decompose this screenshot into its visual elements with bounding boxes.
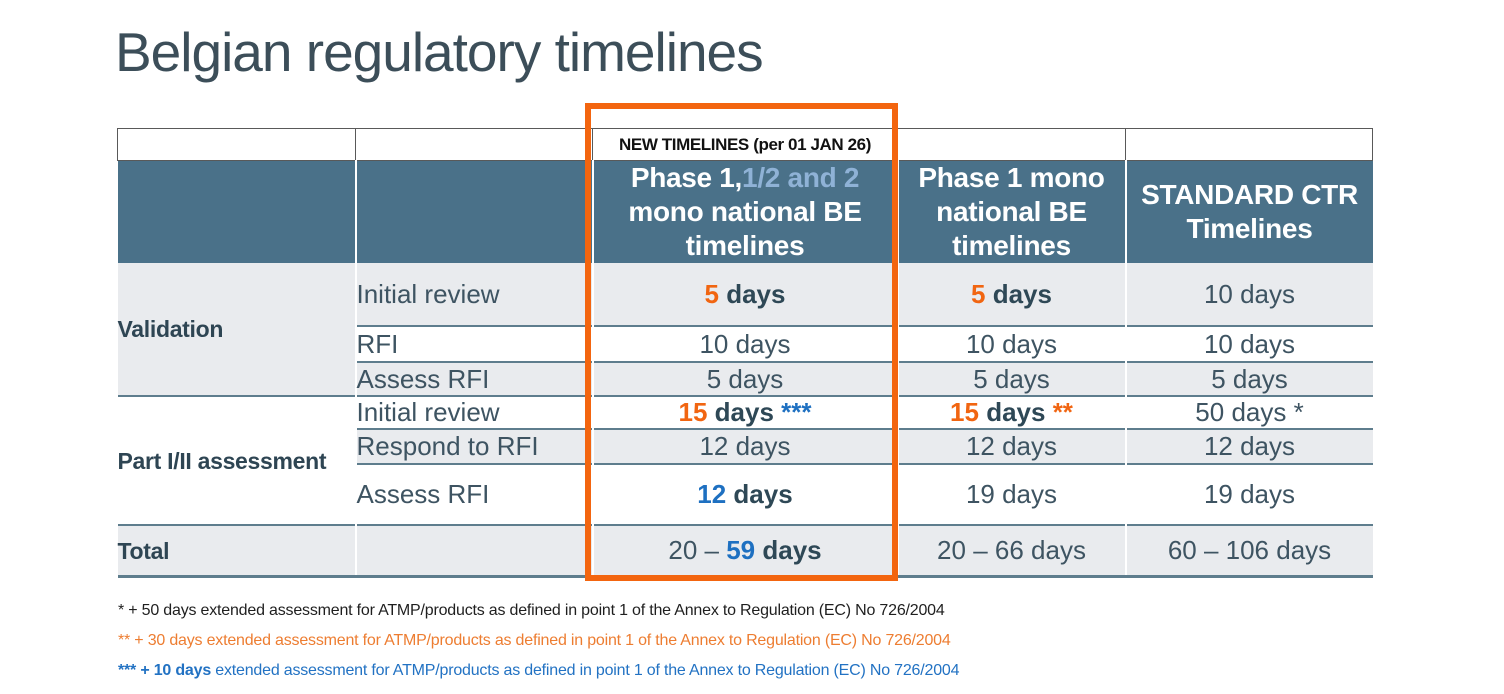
row-total: Total 20 – 59 days 20 – 66 days 60 – 106… [117, 524, 1373, 578]
cell-phase1-mono: 19 days [896, 463, 1126, 526]
footnote-standard: * + 50 days extended assessment for ATMP… [118, 601, 945, 620]
header-empty-cell [117, 160, 356, 264]
row-label: RFI [354, 325, 593, 363]
row-label: Initial review [354, 395, 593, 430]
cell-standard-ctr: 50 days * [1124, 395, 1373, 430]
total-empty-cell [354, 524, 593, 578]
cell-phase1-mono: 5 days [896, 263, 1126, 327]
banner-empty-cell [355, 128, 593, 161]
row-part-initial-review: Part I/II assessment Initial review 15 d… [117, 395, 1373, 526]
value-unit: days [707, 397, 774, 428]
cell-phase1-mono: 10 days [896, 325, 1126, 363]
row-label: Assess RFI [354, 463, 593, 526]
cell-standard-ctr: 10 days [1124, 263, 1373, 327]
row-validation-rfi: RFI 10 days 10 days 10 days [118, 325, 1373, 363]
value-number: 12 [697, 479, 727, 510]
footnote-marker: *** [773, 397, 812, 428]
row-label: Respond to RFI [354, 428, 593, 465]
cell-new-timelines: 15 days *** [591, 395, 898, 430]
banner-row: NEW TIMELINES (per 01 JAN 26) [117, 128, 1373, 161]
new-timelines-banner: NEW TIMELINES (per 01 JAN 26) [592, 128, 898, 161]
value-range-prefix: 20 – [668, 534, 727, 565]
cell-new-timelines: 12 days [591, 463, 898, 526]
row-validation-initial-review: Validation Initial review 5 days 5 days … [117, 263, 1373, 397]
footnote-phase1: ** + 30 days extended assessment for ATM… [118, 631, 951, 650]
footnote-text: * + 50 days extended assessment for ATMP… [118, 602, 945, 619]
footnote-text: ** + 30 days extended assessment for ATM… [118, 632, 951, 649]
value-number: 59 [726, 534, 756, 565]
cell-phase1-mono: 5 days [896, 361, 1126, 397]
header-text: Phase 1, [630, 162, 743, 193]
footnote-phase12: *** + 10 days extended assessment for AT… [118, 661, 959, 680]
value-number: 5 [704, 278, 719, 309]
value-unit: days [978, 397, 1046, 428]
banner-empty-cell [1125, 128, 1373, 161]
row-part-respond-rfi: Respond to RFI 12 days 12 days 12 days [118, 428, 1373, 465]
page-title: Belgian regulatory timelines [115, 21, 764, 83]
value-unit: days [718, 278, 786, 309]
header-text-lightblue: 1/2 and 2 [742, 162, 860, 193]
value-number: 15 [950, 397, 979, 428]
value-number: 5 [971, 278, 986, 309]
header-text: mono national BE timelines [628, 196, 862, 262]
footnote-bold-lead: *** + 10 days [118, 662, 212, 679]
banner-empty-cell [117, 128, 356, 161]
column-header-phase12-mono: Phase 1,1/2 and 2 mono national BE timel… [591, 160, 898, 264]
footnote-text: extended assessment for ATMP/products as… [211, 662, 960, 679]
row-label: Assess RFI [354, 361, 593, 397]
cell-standard-ctr: 5 days [1124, 361, 1373, 397]
column-header-standard-ctr: STANDARD CTR Timelines [1124, 160, 1373, 264]
column-header-phase1-mono: Phase 1 mono national BE timelines [896, 160, 1126, 264]
header-empty-cell [354, 160, 593, 264]
banner-empty-cell [897, 128, 1126, 161]
cell-phase1-mono: 20 – 66 days [896, 524, 1126, 578]
group-label-total: Total [117, 524, 356, 578]
cell-new-timelines: 10 days [591, 325, 898, 363]
footnote-marker: ** [1045, 397, 1073, 428]
cell-standard-ctr: 60 – 106 days [1124, 524, 1373, 578]
cell-phase1-mono: 12 days [896, 428, 1126, 465]
value-unit: days [755, 534, 822, 565]
row-label: Initial review [354, 263, 593, 327]
value-number: 15 [678, 397, 708, 428]
row-validation-assess-rfi: Assess RFI 5 days 5 days 5 days [118, 361, 1373, 397]
group-label-part-assessment: Part I/II assessment [117, 395, 356, 526]
cell-new-timelines: 20 – 59 days [591, 524, 898, 578]
value-unit: days [985, 278, 1052, 309]
cell-standard-ctr: 12 days [1124, 428, 1373, 465]
cell-new-timelines: 5 days [591, 361, 898, 397]
cell-new-timelines: 5 days [591, 263, 898, 327]
cell-phase1-mono: 15 days ** [896, 395, 1126, 430]
group-label-validation: Validation [117, 263, 356, 397]
header-row: Phase 1,1/2 and 2 mono national BE timel… [117, 160, 1373, 264]
value-unit: days [726, 479, 793, 510]
cell-standard-ctr: 10 days [1124, 325, 1373, 363]
cell-new-timelines: 12 days [591, 428, 898, 465]
regulatory-timelines-table: NEW TIMELINES (per 01 JAN 26) Phase 1,1/… [117, 128, 1373, 578]
row-part-assess-rfi: Assess RFI 12 days 19 days 19 days [118, 463, 1373, 526]
cell-standard-ctr: 19 days [1124, 463, 1373, 526]
